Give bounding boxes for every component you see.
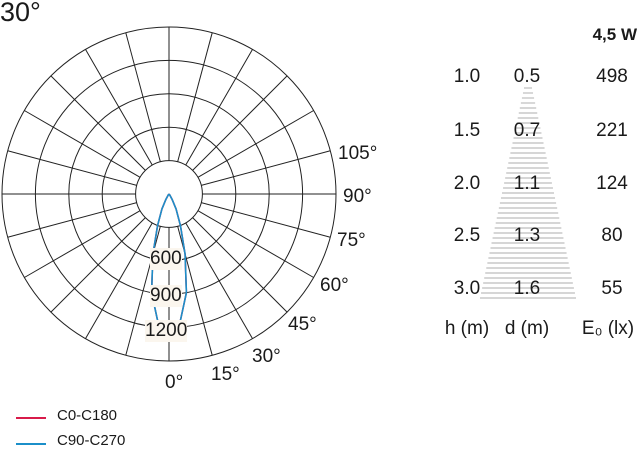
table-cell-h: 3.0 <box>453 278 481 299</box>
table-cell-e: 498 <box>596 66 628 87</box>
radial-line-255 <box>7 150 137 186</box>
radial-line-285 <box>7 202 137 238</box>
radial-line-240 <box>24 110 141 178</box>
table-cell-e: 55 <box>601 278 623 299</box>
angle-label-45: 45° <box>288 314 317 335</box>
legend-line-c0-c180 <box>16 417 46 419</box>
radial-line-315 <box>50 217 146 313</box>
radial-line-75 <box>201 202 331 238</box>
radial-line-195 <box>125 32 161 162</box>
legend-label-c0-c180: C0-C180 <box>57 407 118 424</box>
intensity-label-1200: 1200 <box>145 320 188 342</box>
intensity-label-600: 600 <box>150 248 182 270</box>
table-cell-e: 80 <box>601 225 623 246</box>
radial-line-165 <box>177 32 213 162</box>
radial-line-135 <box>192 75 288 171</box>
radial-line-210 <box>85 49 153 166</box>
angle-label-105: 105° <box>338 143 378 164</box>
table-cell-d: 1.3 <box>513 225 541 246</box>
angle-label-90: 90° <box>343 186 372 207</box>
legend-label-c90-c270: C90-C270 <box>57 432 126 449</box>
header-height: h (m) <box>444 318 490 339</box>
beam-angle-title: 30° <box>0 0 41 27</box>
angle-label-60: 60° <box>320 275 349 296</box>
table-cell-h: 2.0 <box>453 173 481 194</box>
radial-line-30 <box>185 222 253 339</box>
angle-label-30: 30° <box>252 346 281 367</box>
table-cell-d: 1.1 <box>513 173 541 194</box>
header-illuminance: E₀ (lx) <box>581 318 635 339</box>
radial-line-150 <box>185 49 253 166</box>
radial-line-45 <box>192 217 288 313</box>
radial-line-120 <box>197 110 314 178</box>
header-diameter: d (m) <box>504 318 550 339</box>
table-cell-h: 1.0 <box>453 66 481 87</box>
legend-line-c90-c270 <box>16 443 46 445</box>
angle-label-15: 15° <box>211 364 240 385</box>
angle-label-75: 75° <box>337 230 366 251</box>
table-cell-d: 1.6 <box>513 278 541 299</box>
table-cell-d: 0.7 <box>513 120 541 141</box>
radial-line-60 <box>197 210 314 278</box>
table-cell-h: 1.5 <box>453 120 481 141</box>
table-cell-e: 124 <box>596 173 628 194</box>
table-cell-h: 2.5 <box>453 225 481 246</box>
power-rating: 4,5 W <box>592 25 637 44</box>
table-cell-e: 221 <box>596 120 628 141</box>
intensity-label-900: 900 <box>150 285 182 307</box>
angle-label-0: 0° <box>165 372 184 393</box>
radial-line-300 <box>24 210 141 278</box>
radial-line-225 <box>50 75 146 171</box>
radial-line-105 <box>201 150 331 186</box>
table-cell-d: 0.5 <box>513 66 541 87</box>
radial-line-330 <box>85 222 153 339</box>
